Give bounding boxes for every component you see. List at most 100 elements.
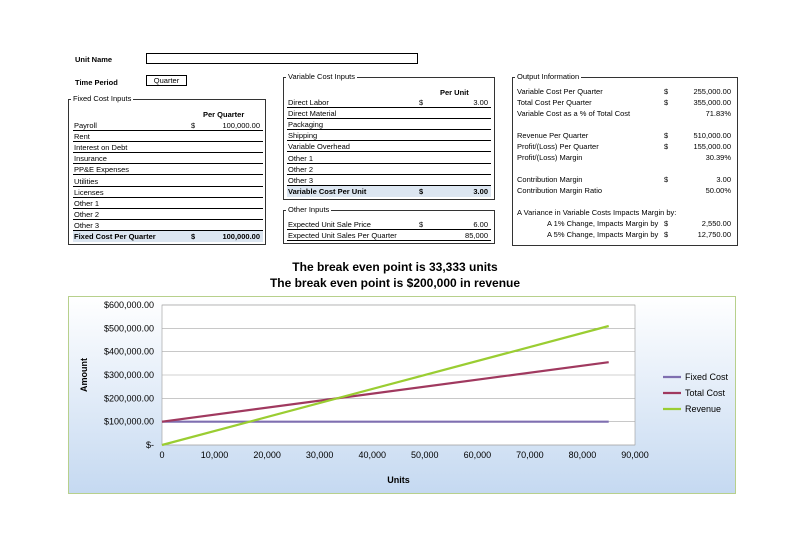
fixed-cost-row-other-2-label: Other 2 (74, 209, 100, 219)
variable-cost-row-direct-labor[interactable]: Direct Labor $3.00 (287, 97, 491, 108)
x-tick-label: 70,000 (516, 450, 544, 460)
variable-cost-row-variable-overhead-label: Variable Overhead (288, 142, 350, 152)
y-tick-label: $- (146, 440, 154, 450)
output-row-total-cost-per-quarter-value: 355,000.00 (693, 98, 731, 107)
fixed-cost-row-utilities-label: Utilities (74, 176, 99, 186)
fixed-cost-row-pp-e-expenses-label: PP&E Expenses (74, 165, 130, 175)
fixed-cost-row-pp-e-expenses[interactable]: PP&E Expenses (73, 164, 263, 176)
fixed-cost-row-rent[interactable]: Rent (73, 131, 263, 143)
variable-cost-total[interactable]: Variable Cost Per Unit $3.00 (287, 185, 491, 197)
x-tick-label: 90,000 (621, 450, 649, 460)
fixed-cost-row-other-2[interactable]: Other 2 (73, 209, 263, 220)
fixed-cost-total-value: 100,000.00 (222, 232, 260, 241)
legend-label-revenue: Revenue (685, 404, 721, 414)
other-input-row-expected-unit-sales-per-quarter[interactable]: Expected Unit Sales Per Quarter 85,000 (287, 230, 491, 242)
variable-cost-row-shipping[interactable]: Shipping (287, 130, 491, 142)
x-tick-label: 80,000 (569, 450, 597, 460)
variance-row-label: A 5% Change, Impacts Margin by (547, 230, 659, 239)
variable-cost-row-direct-labor-currency: $ (419, 98, 424, 107)
output-row-profit-loss-per-quarter[interactable]: Profit/(Loss) Per Quarter $155,000.00 (516, 141, 734, 152)
fixed-cost-row-other-1[interactable]: Other 1 (73, 198, 263, 209)
other-input-row-expected-unit-sale-price-value: 6.00 (473, 220, 488, 229)
other-input-row-expected-unit-sale-price-currency: $ (419, 220, 424, 229)
other-input-row-expected-unit-sale-price-label: Expected Unit Sale Price (288, 220, 371, 229)
variance-row-2: A 5% Change, Impacts Margin by $12,750.00 (516, 229, 734, 240)
variable-cost-row-other-2-label: Other 2 (288, 164, 314, 174)
output-row-contribution-margin-label: Contribution Margin (517, 175, 583, 184)
variance-row-value: 2,550.00 (701, 219, 731, 228)
series-line-revenue (161, 324, 610, 447)
fixed-cost-column-header: Per Quarter (203, 110, 245, 119)
output-row-profit-loss-margin-label: Profit/(Loss) Margin (517, 153, 583, 162)
series-line-total-cost (161, 361, 609, 423)
output-row-variable-cost-per-quarter[interactable]: Variable Cost Per Quarter $255,000.00 (516, 86, 734, 97)
variance-row-1: A 1% Change, Impacts Margin by $2,550.00 (516, 218, 734, 229)
x-axis-title: Units (387, 475, 410, 485)
x-tick-label: 40,000 (358, 450, 386, 460)
output-row-total-cost-per-quarter-currency: $ (664, 98, 669, 107)
break-even-chart: $- $100,000.00 $200,000.00 $300,000.00 $400,… (68, 296, 736, 494)
fixed-cost-row-interest-on-debt[interactable]: Interest on Debt (73, 142, 263, 154)
output-row-variable-cost-per-quarter-label: Variable Cost Per Quarter (517, 87, 603, 96)
y-tick-label: $500,000.00 (104, 323, 154, 333)
output-row-contribution-margin-value: 3.00 (716, 175, 731, 184)
x-tick-label: 10,000 (201, 450, 229, 460)
variance-header: A Variance in Variable Costs Impacts Mar… (517, 208, 677, 217)
unit-name-label: Unit Name (75, 55, 113, 64)
fixed-cost-row-insurance[interactable]: Insurance (73, 153, 263, 165)
fixed-cost-row-insurance-label: Insurance (74, 154, 107, 164)
variable-cost-row-direct-material-label: Direct Material (288, 109, 337, 119)
other-input-row-expected-unit-sale-price[interactable]: Expected Unit Sale Price $6.00 (287, 219, 491, 230)
output-row-contribution-margin[interactable]: Contribution Margin $3.00 (516, 174, 734, 185)
legend-label-total-cost: Total Cost (685, 388, 726, 398)
fixed-cost-total[interactable]: Fixed Cost Per Quarter $100,000.00 (73, 231, 263, 242)
output-row-profit-loss-margin-value: 30.39% (705, 153, 731, 162)
x-tick-label: 30,000 (306, 450, 334, 460)
fixed-cost-row-rent-label: Rent (74, 132, 90, 142)
fixed-cost-row-utilities[interactable]: Utilities (73, 176, 263, 187)
variable-cost-row-direct-material[interactable]: Direct Material (287, 108, 491, 120)
output-row-revenue-per-quarter[interactable]: Revenue Per Quarter $510,000.00 (516, 130, 734, 141)
x-tick-label: 50,000 (411, 450, 439, 460)
output-row-contribution-margin-ratio-value: 50.00% (705, 186, 731, 195)
other-input-row-expected-unit-sales-per-quarter-label: Expected Unit Sales Per Quarter (288, 231, 397, 241)
y-axis-title: Amount (79, 358, 89, 392)
output-row-revenue-per-quarter-currency: $ (664, 131, 669, 140)
chart-svg: $- $100,000.00 $200,000.00 $300,000.00 $400,… (79, 300, 729, 485)
variable-cost-row-variable-overhead[interactable]: Variable Overhead (287, 141, 491, 153)
variable-cost-row-other-3[interactable]: Other 3 (287, 175, 491, 186)
output-row-variable-cost-as-a-of-total-cost[interactable]: Variable Cost as a % of Total Cost 71.83% (516, 108, 734, 119)
fixed-cost-row-other-3[interactable]: Other 3 (73, 220, 263, 231)
output-row-profit-loss-per-quarter-currency: $ (664, 142, 669, 151)
variable-cost-row-direct-labor-value: 3.00 (473, 98, 488, 107)
fixed-cost-row-payroll[interactable]: Payroll $100,000.00 (73, 120, 263, 131)
variable-cost-row-packaging-label: Packaging (288, 120, 324, 130)
variable-cost-row-other-2[interactable]: Other 2 (287, 164, 491, 175)
variable-cost-row-direct-labor-label: Direct Labor (288, 98, 329, 107)
y-tick-label: $600,000.00 (104, 300, 154, 310)
variable-cost-title: Variable Cost Inputs (288, 72, 355, 81)
fixed-cost-row-other-1-label: Other 1 (74, 198, 100, 208)
output-row-variable-cost-as-a-of-total-cost-value: 71.83% (705, 109, 731, 118)
output-row-variable-cost-per-quarter-currency: $ (664, 87, 669, 96)
fixed-cost-title: Fixed Cost Inputs (73, 94, 132, 103)
variable-cost-row-packaging[interactable]: Packaging (287, 119, 491, 131)
output-row-profit-loss-per-quarter-label: Profit/(Loss) Per Quarter (517, 142, 599, 151)
x-tick-label: 0 (159, 450, 164, 460)
variable-cost-row-other-1[interactable]: Other 1 (287, 153, 491, 164)
unit-name-input[interactable] (146, 53, 418, 64)
fixed-cost-row-payroll-label: Payroll (74, 121, 97, 130)
output-row-revenue-per-quarter-label: Revenue Per Quarter (517, 131, 589, 140)
time-period-label: Time Period (75, 78, 118, 87)
legend-label-fixed-cost: Fixed Cost (685, 372, 729, 382)
fixed-cost-row-licenses[interactable]: Licenses (73, 187, 263, 198)
output-row-total-cost-per-quarter[interactable]: Total Cost Per Quarter $355,000.00 (516, 97, 734, 108)
output-row-contribution-margin-currency: $ (664, 175, 669, 184)
fixed-cost-row-payroll-value: 100,000.00 (222, 121, 260, 130)
variable-cost-total-value: 3.00 (473, 186, 488, 196)
output-row-contribution-margin-ratio[interactable]: Contribution Margin Ratio 50.00% (516, 185, 734, 196)
variance-row-value: 12,750.00 (697, 230, 731, 239)
variable-cost-column-header: Per Unit (440, 88, 469, 97)
output-row-profit-loss-margin[interactable]: Profit/(Loss) Margin 30.39% (516, 152, 734, 163)
time-period-input[interactable]: Quarter (146, 75, 187, 86)
